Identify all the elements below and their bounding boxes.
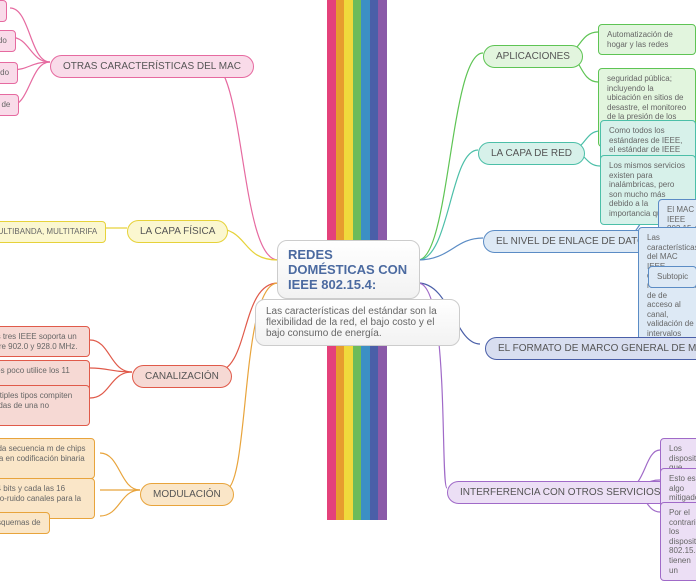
branch-formato[interactable]: EL FORMATO DE MARCO GENERAL DE MAC (485, 337, 696, 360)
leaf[interactable]: Automatización de hogar y las redes (598, 24, 696, 55)
branch-modulacion[interactable]: MODULACIÓN (140, 483, 234, 506)
leaf[interactable]: Subtopic (648, 266, 696, 288)
leaf[interactable]: en multiplicando cada secuencia m de chi… (0, 438, 95, 479)
leaf[interactable]: nodo (0, 30, 16, 52)
branch-otras[interactable]: OTRAS CARACTERÍSTICAS DEL MAC (50, 55, 254, 78)
leaf[interactable]: ​ (0, 0, 7, 22)
leaf[interactable]: Por el contrario, los dispositivos 802.1… (660, 502, 696, 581)
root-description: Las características del estándar son la … (255, 299, 460, 346)
branch-interferencia[interactable]: INTERFERENCIA CON OTROS SERVICIOS (447, 481, 673, 504)
branch-capa-red[interactable]: LA CAPA DE RED (478, 142, 585, 165)
branch-aplicaciones[interactable]: APLICACIONES (483, 45, 583, 68)
root-title: REDES DOMÉSTICAS CON IEEE 802.15.4: (288, 247, 407, 292)
branch-canal[interactable]: CANALIZACIÓN (132, 365, 232, 388)
root-node[interactable]: REDES DOMÉSTICAS CON IEEE 802.15.4: (277, 240, 420, 299)
branch-fisica[interactable]: LA CAPA FÍSICA (127, 220, 228, 243)
leaf[interactable]: imas para ambos esquemas de (0, 512, 50, 534)
leaf[interactable]: de frecuencia en las tres IEEE soporta u… (0, 326, 90, 357)
leaf[interactable]: modo (0, 62, 18, 84)
leaf[interactable]: hogar contenga múltiples tipos compiten … (0, 385, 90, 426)
leaf[interactable]: los de (0, 94, 19, 116)
leaf[interactable]: MULTIBANDA, MULTITARIFA (0, 221, 106, 243)
